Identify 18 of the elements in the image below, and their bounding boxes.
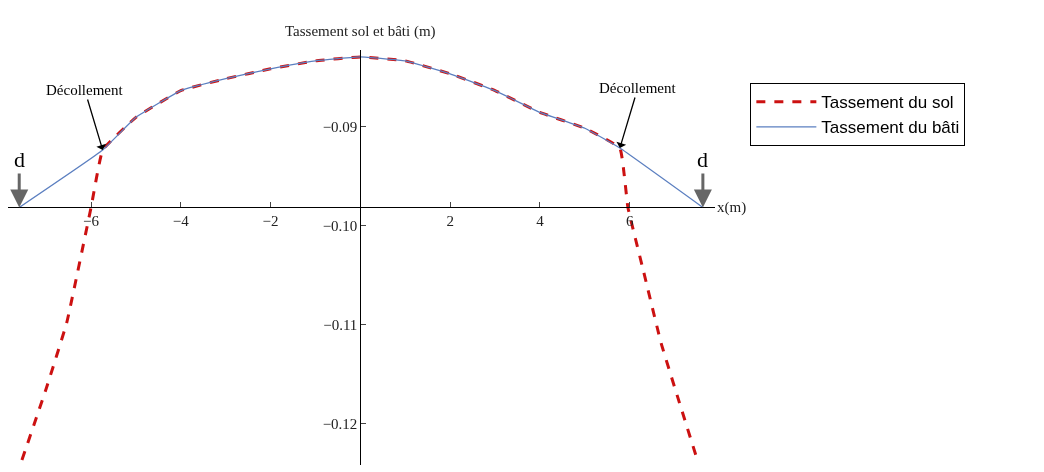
annotation: Décollement [599, 80, 677, 96]
x-tick-label: 2 [446, 213, 454, 230]
y-tick-label: −0.12 [322, 415, 358, 432]
annotation: d [14, 147, 25, 172]
legend-label: Tassement du bâti [821, 118, 960, 138]
y-axis-title: Tassement sol et bâti (m) [285, 23, 436, 40]
annotation: d [697, 147, 708, 172]
annotation: Décollement [46, 82, 124, 98]
y-tick-label: −0.11 [323, 316, 358, 333]
x-axis-title: x(m) [717, 199, 747, 216]
x-tick-label: 4 [536, 213, 545, 230]
x-tick-label: −4 [172, 213, 190, 230]
legend-label: Tassement du sol [821, 93, 954, 113]
y-tick-label: −0.10 [322, 217, 358, 234]
y-tick-label: −0.09 [322, 118, 358, 135]
x-tick-label: −2 [262, 213, 279, 230]
x-tick-label: −6 [83, 213, 100, 230]
x-tick-label: 6 [625, 213, 634, 230]
